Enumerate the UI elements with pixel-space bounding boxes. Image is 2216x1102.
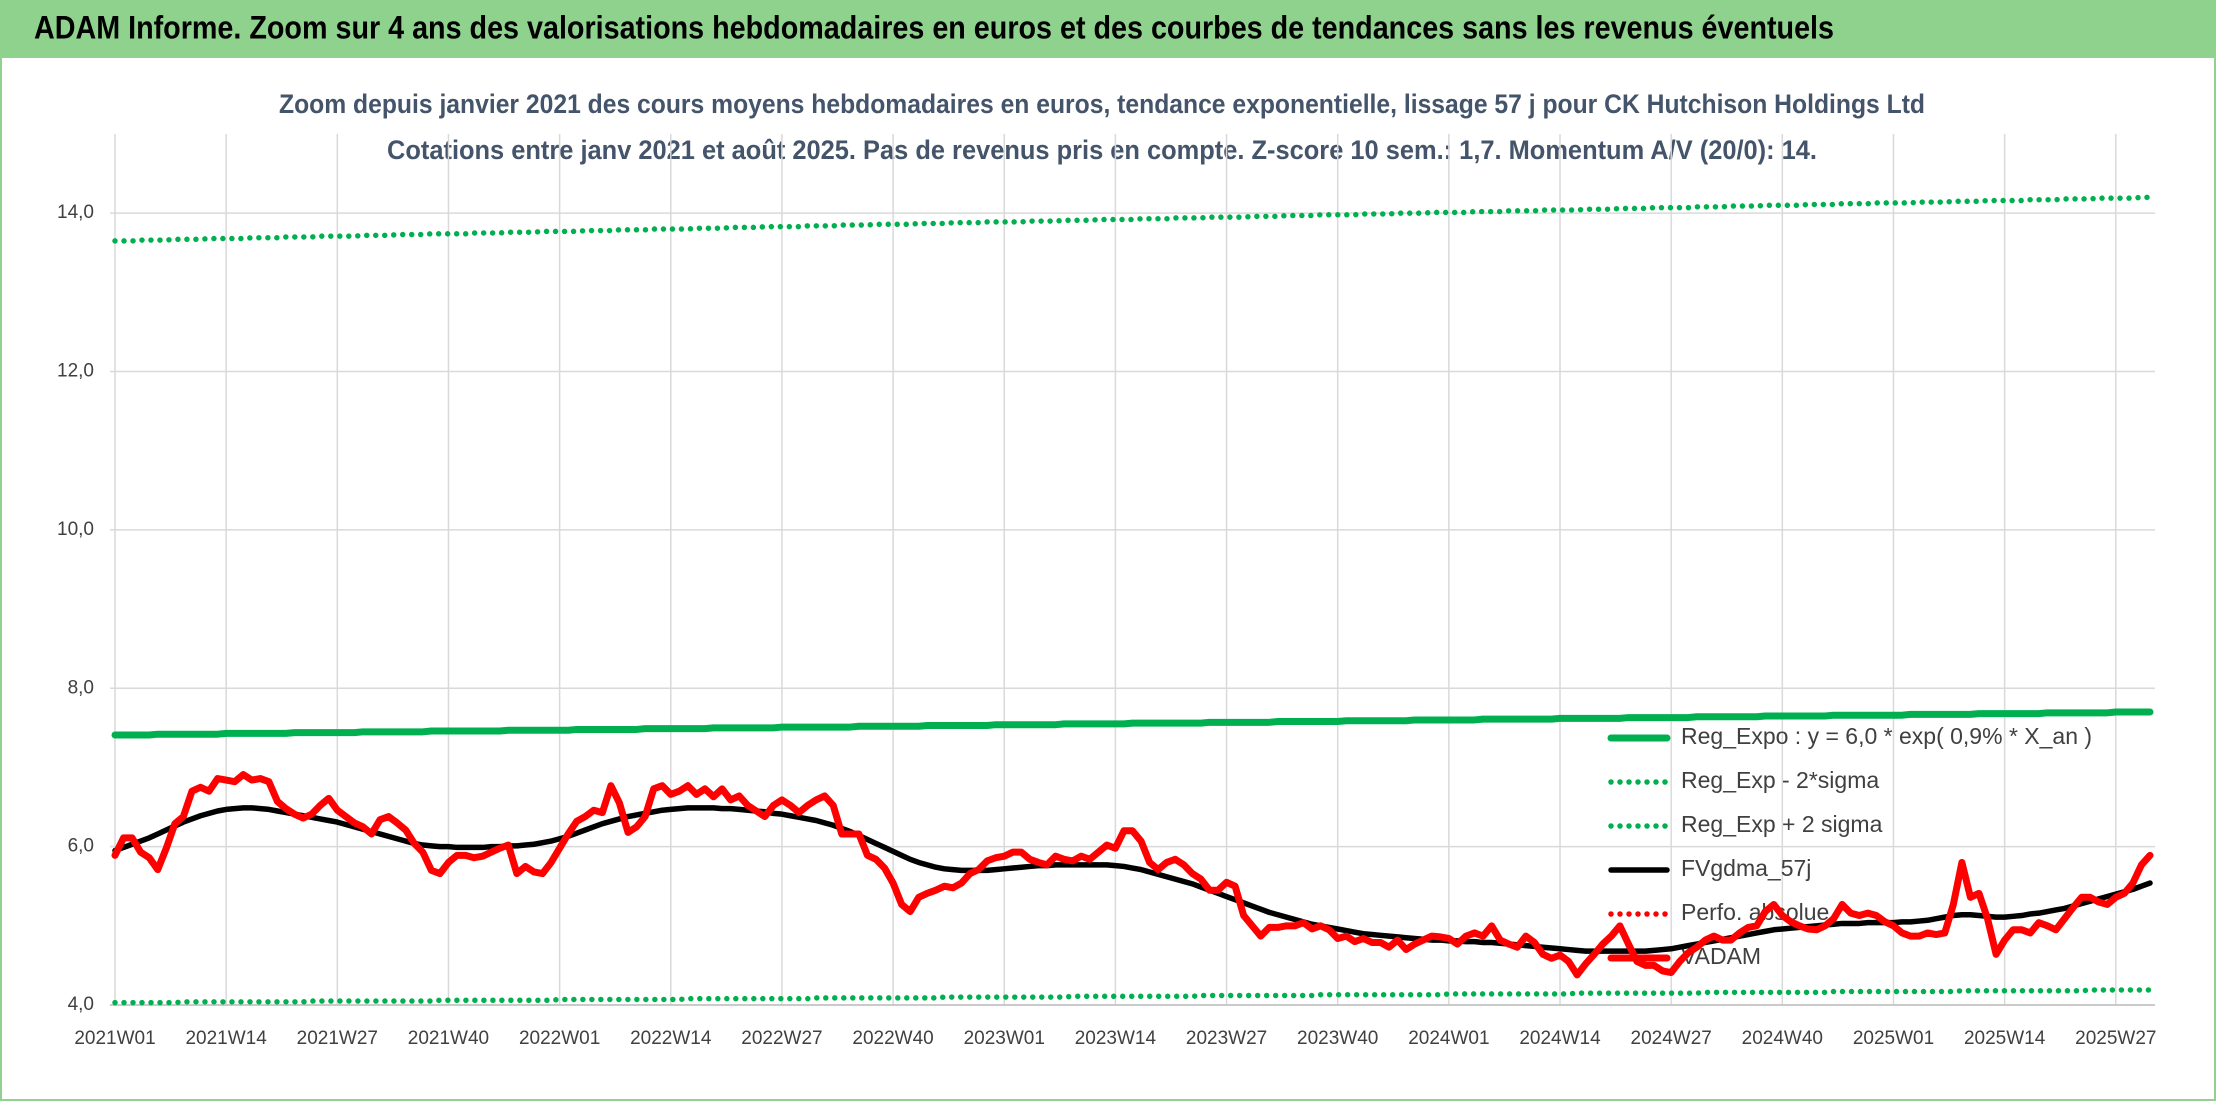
- y-tick-label: 10,0: [57, 519, 94, 540]
- x-tick-label: 2025W01: [1853, 1028, 1934, 1049]
- legend-label: Reg_Exp - 2*sigma: [1681, 767, 1879, 793]
- x-tick-label: 2024W27: [1631, 1028, 1712, 1049]
- x-tick-label: 2021W27: [297, 1028, 378, 1049]
- y-tick-label: 14,0: [57, 202, 94, 223]
- x-tick-label: 2025W14: [1964, 1028, 2046, 1049]
- legend-label: Perfo. absolue: [1681, 899, 1829, 925]
- header-bar: [0, 0, 2216, 57]
- legend-label: Reg_Exp + 2 sigma: [1681, 811, 1883, 837]
- series-line: [111, 771, 2154, 979]
- x-tick-label: 2023W01: [964, 1028, 1045, 1049]
- legend-label: Reg_Expo : y = 6,0 * exp( 0,9% * X_an ): [1681, 723, 2092, 749]
- y-tick-label: 12,0: [57, 361, 94, 382]
- y-tick-label: 4,0: [68, 994, 94, 1015]
- x-tick-label: 2021W40: [408, 1028, 489, 1049]
- x-tick-label: 2025W27: [2075, 1028, 2156, 1049]
- x-tick-label: 2023W27: [1186, 1028, 1267, 1049]
- x-tick-label: 2024W14: [1519, 1028, 1601, 1049]
- y-tick-label: 6,0: [68, 836, 94, 857]
- x-tick-label: 2021W01: [74, 1028, 155, 1049]
- y-tick-label: 8,0: [68, 677, 94, 698]
- series-line: [112, 987, 2153, 1006]
- x-tick-label: 2024W40: [1742, 1028, 1823, 1049]
- x-tick-label: 2023W40: [1297, 1028, 1378, 1049]
- x-tick-label: 2024W01: [1408, 1028, 1489, 1049]
- series-line: [112, 194, 2153, 244]
- header-title: ADAM Informe. Zoom sur 4 ans des valoris…: [34, 9, 1834, 45]
- x-tick-label: 2021W14: [185, 1028, 267, 1049]
- x-tick-label: 2022W01: [519, 1028, 600, 1049]
- chart-subtitle: Cotations entre janv 2021 et août 2025. …: [387, 135, 1817, 165]
- x-tick-label: 2022W27: [741, 1028, 822, 1049]
- chart-title: Zoom depuis janvier 2021 des cours moyen…: [279, 89, 1925, 119]
- legend-label: FVgdma_57j: [1681, 855, 1811, 881]
- x-tick-label: 2022W40: [852, 1028, 933, 1049]
- x-tick-label: 2022W14: [630, 1028, 712, 1049]
- x-tick-label: 2023W14: [1075, 1028, 1157, 1049]
- series-line: [111, 708, 2154, 739]
